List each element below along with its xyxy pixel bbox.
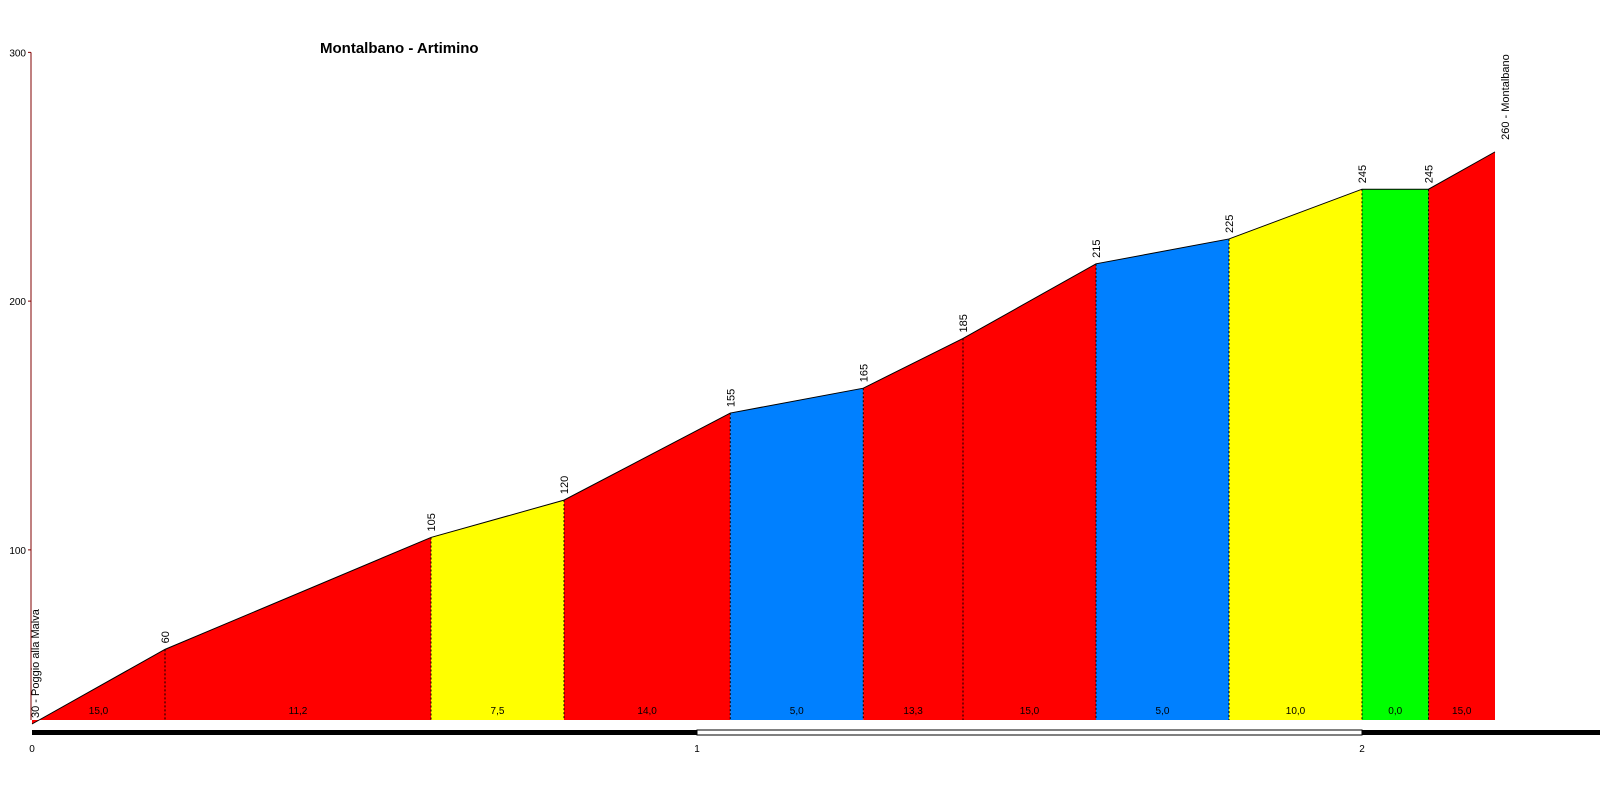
gradient-label: 5,0 <box>790 706 804 717</box>
profile-segment <box>1229 189 1362 720</box>
profile-segment <box>863 338 963 720</box>
y-tick-label: 300 <box>9 48 26 59</box>
gradient-label: 5,0 <box>1156 706 1170 717</box>
elevation-label: 60 <box>160 631 172 643</box>
x-axis-bar-km3 <box>1362 730 1600 735</box>
x-axis-bar-km2 <box>696 729 1363 736</box>
profile-segment <box>564 413 731 720</box>
elevation-label: 225 <box>1224 215 1236 233</box>
y-tick-label: 200 <box>9 297 26 308</box>
chart-title: Montalbano - Artimino <box>320 40 479 57</box>
profile-segment <box>431 500 564 720</box>
profile-segment <box>1362 189 1429 720</box>
elevation-label: 185 <box>958 314 970 332</box>
elevation-label: 155 <box>725 389 737 407</box>
gradient-label: 0,0 <box>1388 706 1402 717</box>
gradient-label: 14,0 <box>637 706 657 717</box>
gradient-label: 15,0 <box>89 706 109 717</box>
profile-segment <box>963 263 1096 720</box>
gradient-label: 7,5 <box>491 706 505 717</box>
y-tick-label: 100 <box>9 546 26 557</box>
x-axis-bar-km1 <box>32 730 697 735</box>
end-location-label: 260 - Montalbano <box>1500 54 1512 140</box>
elevation-label: 215 <box>1091 239 1103 257</box>
elevation-label: 245 <box>1424 165 1436 183</box>
gradient-label: 13,3 <box>903 706 923 717</box>
gradient-label: 15,0 <box>1452 706 1472 717</box>
profile-segment <box>1096 238 1229 720</box>
x-tick-label: 0 <box>29 744 35 755</box>
elevation-label: 165 <box>858 364 870 382</box>
profile-outline <box>31 151 1496 725</box>
elevation-label: 120 <box>559 476 571 494</box>
gradient-label: 11,2 <box>289 706 308 717</box>
elevation-label: 245 <box>1357 165 1369 183</box>
gradient-label: 15,0 <box>1020 706 1040 717</box>
profile-segment <box>165 537 431 720</box>
x-tick-label: 1 <box>694 744 700 755</box>
start-location-label: 30 - Poggio alla Malva <box>30 608 42 718</box>
profile-segment <box>730 388 864 720</box>
elevation-label: 105 <box>426 513 438 531</box>
profile-segment <box>1428 151 1495 720</box>
gradient-label: 10,0 <box>1286 706 1306 717</box>
x-tick-label: 2 <box>1359 744 1365 755</box>
